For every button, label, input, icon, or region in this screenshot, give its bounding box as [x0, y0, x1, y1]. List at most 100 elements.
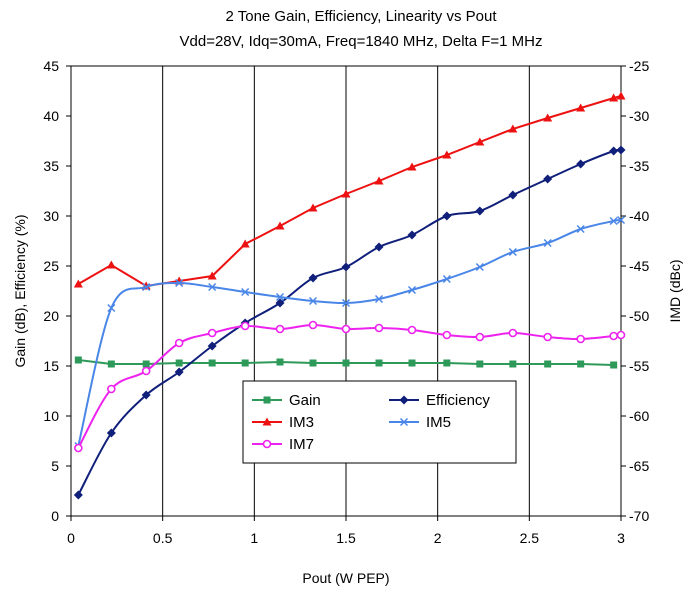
data-point-efficiency — [609, 146, 619, 156]
data-point-gain — [509, 360, 517, 368]
legend-item-im5: IM5 — [389, 414, 451, 431]
legend-marker — [262, 439, 272, 449]
legend-label: IM5 — [426, 414, 451, 431]
data-point-gain — [175, 359, 183, 367]
data-point-efficiency — [442, 211, 452, 221]
data-point-im5 — [341, 298, 351, 308]
data-point-gain — [408, 359, 416, 367]
x-tick-label: 3 — [617, 530, 625, 546]
legend-item-efficiency: Efficiency — [389, 392, 490, 409]
y2-tick-label: -25 — [629, 58, 649, 74]
data-point-im5 — [616, 215, 626, 225]
x-tick-label: 0.5 — [153, 530, 173, 546]
data-point-im3 — [543, 113, 553, 122]
data-point-efficiency — [73, 490, 83, 500]
y-tick-label: 45 — [43, 58, 59, 74]
y-tick-label: 25 — [43, 258, 59, 274]
data-point-efficiency — [174, 367, 184, 377]
data-point-im5 — [543, 238, 552, 248]
series-line-im3 — [77, 95, 622, 288]
legend-marker — [399, 417, 409, 427]
data-point-efficiency — [475, 206, 485, 216]
y2-tick-label: -60 — [629, 408, 649, 424]
data-point-im7 — [442, 330, 452, 340]
data-point-im3 — [207, 271, 217, 280]
data-point-im7 — [475, 332, 485, 342]
y2-tick-label: -70 — [629, 508, 649, 524]
data-point-im5 — [374, 294, 384, 304]
y-tick-label: 0 — [51, 508, 59, 524]
data-point-efficiency — [543, 174, 553, 184]
data-point-efficiency — [141, 390, 151, 400]
data-point-efficiency — [407, 230, 417, 240]
data-point-im3 — [475, 137, 485, 146]
y2-tick-label: -40 — [629, 208, 649, 224]
data-point-efficiency — [106, 428, 116, 438]
y-tick-label: 35 — [43, 158, 59, 174]
data-point-im7 — [141, 366, 151, 376]
data-point-im7 — [341, 324, 351, 334]
data-point-im7 — [207, 328, 217, 338]
legend-item-im7: IM7 — [252, 436, 314, 453]
chart-subtitle: Vdd=28V, Idq=30mA, Freq=1840 MHz, Delta … — [180, 33, 543, 50]
data-point-im3 — [341, 189, 351, 198]
data-point-efficiency — [207, 341, 217, 351]
data-point-efficiency — [616, 145, 626, 155]
x-axis-label: Pout (W PEP) — [302, 570, 389, 586]
data-point-gain — [443, 359, 451, 367]
data-point-im3 — [442, 150, 452, 159]
data-point-im5 — [508, 247, 517, 257]
data-point-gain — [74, 356, 82, 364]
series-im3 — [73, 91, 626, 290]
data-point-im5 — [576, 224, 585, 234]
data-point-im3 — [308, 203, 318, 212]
data-point-im7 — [74, 443, 83, 453]
axes-ticks: 0 0.5 1 1.5 2 2.5 3051015202530354045-70-65-60… — [43, 58, 649, 546]
data-point-efficiency — [374, 242, 384, 252]
data-point-im3 — [609, 93, 619, 102]
data-point-im5 — [275, 292, 285, 302]
data-point-im7 — [275, 324, 285, 334]
legend-label: IM3 — [289, 414, 314, 431]
y-tick-label: 40 — [43, 108, 59, 124]
legend-marker — [263, 396, 271, 404]
y-tick-label: 30 — [43, 208, 59, 224]
data-point-gain — [544, 360, 552, 368]
data-point-gain — [375, 359, 383, 367]
y-tick-label: 10 — [43, 408, 59, 424]
data-point-im5 — [208, 282, 217, 292]
data-point-im7 — [107, 384, 116, 394]
data-point-efficiency — [576, 159, 586, 169]
y-tick-label: 15 — [43, 358, 59, 374]
legend-box — [242, 380, 517, 464]
data-point-gain — [208, 359, 216, 367]
data-point-im3 — [407, 162, 417, 171]
data-point-im7 — [407, 325, 417, 335]
data-point-gain — [342, 359, 350, 367]
y2-tick-label: -55 — [629, 358, 649, 374]
data-point-efficiency — [508, 190, 518, 200]
legend-marker — [262, 417, 272, 426]
y2-tick-label: -50 — [629, 308, 649, 324]
data-point-gain — [577, 360, 585, 368]
x-tick-label: 0 — [67, 530, 75, 546]
data-point-im5 — [609, 216, 618, 226]
data-point-im7 — [174, 338, 184, 348]
legend-label: Efficiency — [426, 392, 490, 409]
y2-tick-label: -45 — [629, 258, 649, 274]
data-point-im5 — [142, 282, 151, 292]
data-point-im7 — [576, 334, 585, 344]
data-point-im3 — [240, 239, 250, 248]
data-point-efficiency — [341, 262, 351, 272]
legend-item-gain: Gain — [252, 392, 321, 409]
data-point-im5 — [241, 287, 250, 297]
x-tick-label: 1 — [250, 530, 258, 546]
legend: Gain Efficiency IM3 IM5 IM7 — [242, 380, 517, 464]
data-point-im3 — [616, 91, 626, 100]
data-point-gain — [142, 360, 150, 368]
y-tick-label: 20 — [43, 308, 59, 324]
y2-axis-label: IMD (dBc) — [667, 260, 683, 323]
data-point-im7 — [616, 330, 626, 340]
data-point-im7 — [374, 323, 384, 333]
x-tick-label: 2.5 — [520, 530, 540, 546]
